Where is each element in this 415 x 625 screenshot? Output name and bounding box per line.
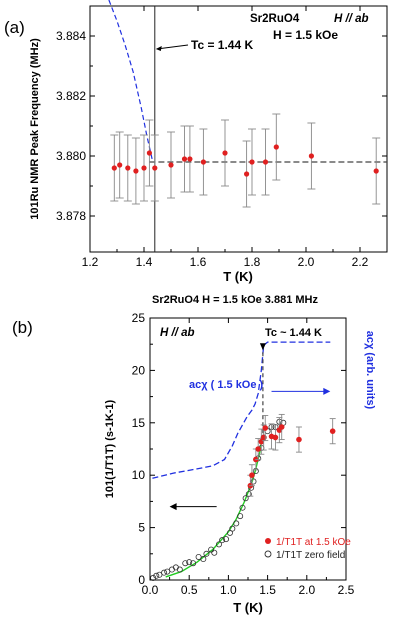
- open-data-point: [245, 491, 252, 498]
- open-data-point: [233, 520, 240, 527]
- green-fit-curve: [165, 437, 263, 578]
- open-data-point: [229, 525, 236, 532]
- data-point: [244, 171, 250, 177]
- data-point: [146, 150, 152, 156]
- x-tick-label: 0.0: [142, 583, 159, 597]
- open-data-point: [223, 536, 230, 543]
- open-data-point: [242, 495, 249, 502]
- tc-pointer-arrowhead: [155, 46, 162, 51]
- data-point: [222, 150, 228, 156]
- panel-b-xlabel: T (K): [233, 600, 263, 615]
- panel-a-xlabel: T (K): [223, 269, 253, 284]
- open-data-point: [190, 560, 197, 567]
- open-data-point: [186, 559, 193, 566]
- left-axis-arrowhead: [169, 503, 177, 511]
- panel-b-right-ylabel: acχ (arb. units): [364, 331, 376, 410]
- y-tick-label: 25: [132, 311, 146, 325]
- data-point: [249, 159, 255, 165]
- y-tick-label: 3.882: [56, 89, 86, 103]
- y-tick-label: 10: [132, 468, 146, 482]
- red-data-point: [329, 428, 336, 434]
- y-tick-label: 3.878: [56, 209, 86, 223]
- x-tick-label: 1.4: [136, 255, 153, 269]
- open-data-point: [211, 549, 218, 556]
- open-data-point: [161, 569, 168, 576]
- x-tick-label: 2.0: [298, 583, 315, 597]
- x-tick-label: 2.2: [352, 255, 369, 269]
- x-tick-label: 1.6: [190, 255, 207, 269]
- x-tick-label: 1.0: [220, 583, 237, 597]
- data-point: [200, 159, 206, 165]
- x-tick-label: 1.2: [82, 255, 99, 269]
- panel-b-header: Sr2RuO4 H = 1.5 kOe 3.881 MHz: [152, 294, 318, 306]
- open-data-point: [176, 566, 183, 573]
- open-data-point: [215, 541, 222, 548]
- panel-b-tc-label: Tc ~ 1.44 K: [265, 327, 322, 339]
- data-point: [168, 162, 174, 168]
- data-point: [152, 165, 158, 171]
- data-point: [273, 144, 279, 150]
- x-tick-label: 2.5: [338, 583, 355, 597]
- panel-b-field-dir: H // ab: [160, 327, 195, 339]
- panel-a-plot: 1.2 1.4 1.6 1.8 2.0 2.2 3.878 3.880 3.882 3.884: [56, 0, 388, 269]
- panel-b-plot: 0.0 0.5 1.0 1.5 2.0 2.5 0 5 10 15 20 25: [132, 311, 355, 597]
- y-tick-label: 0: [138, 573, 145, 587]
- panel-a-sample: Sr2RuO4: [250, 13, 300, 25]
- open-data-point: [250, 478, 257, 485]
- legend-marker-red: [265, 538, 271, 544]
- legend-label-2: 1/T1T zero field: [276, 550, 345, 561]
- data-point: [308, 153, 314, 159]
- y-tick-label: 3.880: [56, 149, 86, 163]
- open-data-point: [219, 537, 226, 544]
- panel-a-ylabel: 101Ru NMR Peak Frequency (MHz): [29, 38, 41, 220]
- open-data-point: [239, 504, 246, 511]
- y-tick-label: 5: [138, 521, 145, 535]
- red-data-point: [272, 434, 279, 441]
- panel-a-field-dir: H // ab: [334, 13, 369, 25]
- open-data-point: [153, 572, 160, 579]
- tc-arrowhead: [259, 343, 266, 351]
- y-tick-label: 3.884: [56, 29, 86, 43]
- x-tick-label: 0.5: [181, 583, 198, 597]
- red-data-point: [296, 436, 302, 443]
- panel-a-label: (a): [4, 18, 25, 37]
- y-tick-label: 15: [132, 416, 146, 430]
- data-point: [262, 159, 269, 165]
- open-data-point: [237, 513, 244, 520]
- open-data-point: [182, 560, 189, 567]
- panel-a-tc-label: Tc = 1.44 K: [191, 38, 253, 52]
- data-point: [133, 168, 139, 174]
- data-point: [117, 162, 123, 168]
- legend-marker-open: [264, 550, 272, 558]
- data-point: [111, 165, 117, 171]
- panel-b-label: (b): [12, 318, 33, 337]
- legend-label-1: 1/T1T at 1.5 kOe: [276, 537, 351, 548]
- panel-a-frame: [89, 5, 388, 253]
- x-tick-label: 1.8: [244, 255, 261, 269]
- red-data-point: [278, 424, 285, 430]
- chi-curve: [152, 341, 331, 479]
- open-data-point: [208, 546, 215, 553]
- y-tick-label: 20: [132, 363, 146, 377]
- panel-b-ylabel: 101(1/T1T) (s-1K-1): [104, 399, 116, 498]
- x-tick-label: 1.5: [259, 583, 276, 597]
- data-point: [141, 165, 147, 171]
- data-point: [373, 168, 379, 174]
- x-tick-label: 2.0: [298, 255, 315, 269]
- red-data-point: [255, 446, 261, 452]
- right-axis-arrowhead: [323, 387, 331, 395]
- data-point: [187, 156, 193, 162]
- data-point: [181, 156, 188, 162]
- panel-a-field: H = 1.5 kOe: [273, 28, 338, 42]
- open-data-point: [200, 556, 207, 563]
- open-data-point: [203, 550, 210, 557]
- red-data-point: [249, 472, 255, 479]
- open-data-point: [150, 574, 157, 581]
- data-point: [125, 165, 131, 171]
- panel-b-chi-label: acχ ( 1.5 kOe ): [189, 379, 264, 391]
- red-data-point: [262, 425, 269, 431]
- tc-pointer-arrow: [156, 44, 189, 50]
